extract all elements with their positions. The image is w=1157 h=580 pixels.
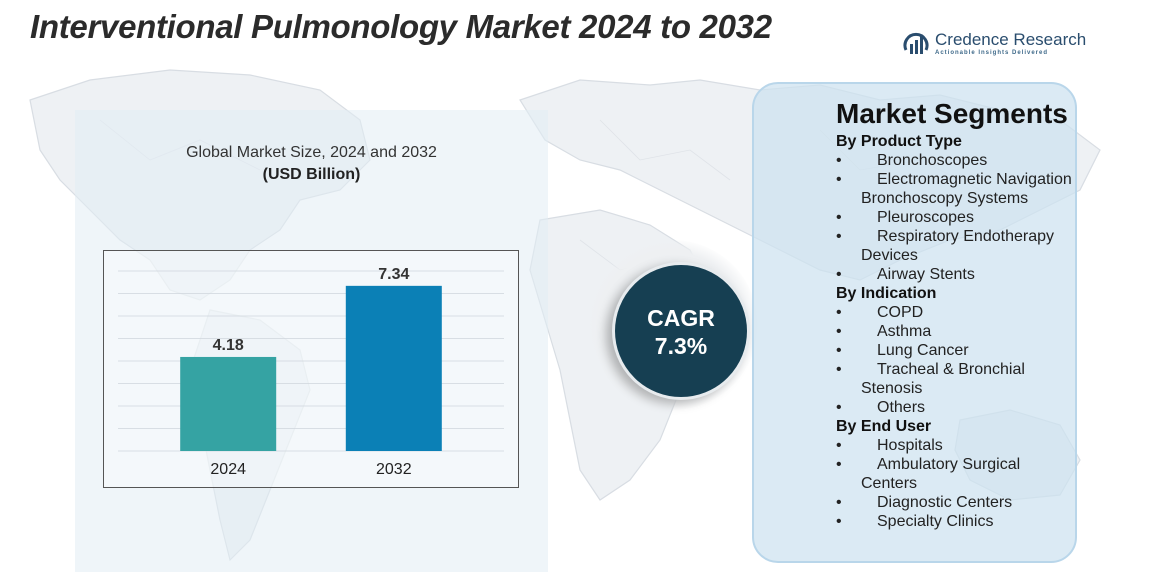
bar-value-label: 7.34 — [378, 266, 409, 283]
chart-subtitle: (USD Billion) — [262, 166, 361, 183]
segment-item: • Specialty Clinics — [836, 512, 1076, 531]
x-tick-label: 2032 — [376, 461, 412, 478]
segment-item-label: Others — [877, 399, 926, 416]
segment-category: By Indication — [836, 285, 937, 302]
segments-title: Market Segments — [836, 98, 1068, 129]
segment-item: • Asthma — [836, 322, 1076, 341]
bullet-icon: • — [836, 266, 842, 283]
segment-item-label: Bronchoscopes — [877, 152, 988, 169]
segment-item: • COPD — [836, 303, 1076, 322]
bar-2024 — [180, 356, 277, 451]
bullet-icon: • — [836, 209, 842, 226]
bar-chart: 4.18 2024 7.34 2032 — [118, 266, 504, 478]
segment-item-label: Tracheal & Bronchial Stenosis — [861, 361, 1025, 397]
chart-title: Global Market Size, 2024 and 2032 — [186, 144, 437, 161]
segment-item: • Lung Cancer — [836, 341, 1076, 360]
brand-tagline: Actionable Insights Delivered — [935, 50, 1049, 56]
bullet-icon: • — [836, 361, 842, 378]
bullet-icon: • — [836, 513, 842, 530]
segment-item: • Others — [836, 398, 1076, 417]
segment-item-label: COPD — [877, 304, 924, 321]
bullet-icon: • — [836, 304, 842, 321]
bullet-icon: • — [836, 399, 842, 416]
segment-item-label: Asthma — [877, 323, 932, 340]
segment-item: • Electromagnetic Navigation Bronchoscopy… — [836, 170, 1076, 208]
x-tick-label: 2024 — [210, 461, 246, 478]
segment-item-label: Airway Stents — [877, 266, 975, 283]
cagr-badge: CAGR 7.3% — [612, 262, 750, 400]
segment-item: • Respiratory Endotherapy Devices — [836, 227, 1076, 265]
segment-item-label: Hospitals — [877, 437, 943, 454]
cagr-value: 7.3% — [654, 333, 708, 359]
bullet-icon: • — [836, 171, 842, 188]
segment-item: • Tracheal & Bronchial Stenosis — [836, 360, 1076, 398]
segment-item: • Bronchoscopes — [836, 151, 1076, 170]
bullet-icon: • — [836, 342, 842, 359]
segment-item-label: Respiratory Endotherapy Devices — [861, 228, 1054, 264]
bar-2032 — [345, 285, 442, 451]
segment-item: • Airway Stents — [836, 265, 1076, 284]
bullet-icon: • — [836, 456, 842, 473]
segment-category: By End User — [836, 418, 932, 435]
market-segments-panel: Market Segments By Product Type • Bronchos… — [752, 82, 1077, 563]
bar-value-label: 4.18 — [213, 337, 244, 354]
segments-list: By Product Type • Bronchoscopes • Electromag… — [836, 132, 1076, 531]
segment-item-label: Lung Cancer — [877, 342, 969, 359]
segment-item-label: Specialty Clinics — [877, 513, 994, 530]
segment-item: • Diagnostic Centers — [836, 493, 1076, 512]
page-title: Interventional Pulmonology Market 2024 t… — [30, 8, 772, 45]
brand-name: Credence Research — [935, 30, 1087, 49]
bullet-icon: • — [836, 323, 842, 340]
chart-panel: Global Market Size, 2024 and 2032 (USD B… — [75, 110, 548, 572]
chart-plot-area: 4.18 2024 7.34 2032 — [103, 250, 519, 488]
cagr-label: CAGR — [647, 305, 715, 331]
segment-category: By Product Type — [836, 133, 962, 150]
segment-item: • Pleuroscopes — [836, 208, 1076, 227]
bullet-icon: • — [836, 152, 842, 169]
brand-logo: Credence Research Actionable Insights De… — [902, 28, 1102, 62]
segment-item-label: Ambulatory Surgical Centers — [861, 456, 1021, 492]
bullet-icon: • — [836, 494, 842, 511]
bullet-icon: • — [836, 437, 842, 454]
segment-item-label: Diagnostic Centers — [877, 494, 1013, 511]
bar-chart-arc-icon — [903, 32, 929, 54]
segment-item-label: Electromagnetic Navigation Bronchoscopy … — [861, 171, 1072, 207]
bullet-icon: • — [836, 228, 842, 245]
segment-item: • Ambulatory Surgical Centers — [836, 455, 1076, 493]
segment-item-label: Pleuroscopes — [877, 209, 974, 226]
segment-item: • Hospitals — [836, 436, 1076, 455]
